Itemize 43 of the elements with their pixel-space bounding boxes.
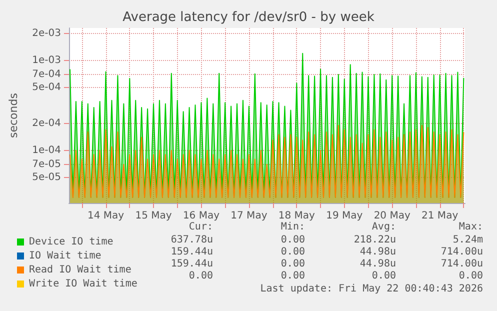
text: Min:	[280, 222, 305, 232]
y-tick-label: 7e-04	[32, 68, 61, 80]
legend-label: Read IO Wait time	[29, 264, 132, 276]
text: 159.44u	[170, 246, 213, 258]
text: 0.00	[280, 258, 305, 270]
x-tick-label: 19 May	[326, 210, 363, 222]
x-tick-label: 16 May	[182, 210, 220, 222]
y-tick-label: 2e-03	[32, 28, 61, 39]
text: 0.00	[372, 270, 396, 282]
y-axis-title: seconds	[7, 92, 20, 138]
y-tick-label: 2e-04	[32, 118, 61, 129]
x-tick-label: 21 May	[422, 210, 458, 222]
text: 0.00	[458, 270, 483, 282]
text: 44.98u	[360, 246, 396, 258]
legend-label: IO Wait time	[29, 250, 102, 262]
legend-label: Write IO Wait time	[29, 278, 138, 290]
text: Cur:	[188, 222, 213, 232]
text: Last update: Fri May 22 00:40:43 2026	[260, 284, 483, 294]
text: 714.00u	[440, 246, 483, 258]
x-tick-label: 17 May	[230, 210, 268, 222]
y-tick-label: 1e-03	[32, 55, 61, 66]
x-tick-label: 20 May	[374, 210, 410, 222]
text: 0.00	[188, 270, 213, 282]
text: 0.00	[280, 270, 305, 282]
y-tick-label: 1e-04	[32, 144, 61, 156]
text: Avg:	[372, 222, 396, 232]
legend-label: Device IO time	[29, 236, 114, 248]
y-tick-label: 5e-05	[32, 172, 61, 183]
x-tick-label: 15 May	[135, 210, 172, 222]
x-tick-label: 18 May	[278, 210, 316, 222]
text: Max:	[458, 222, 483, 232]
chart-title: Average latency for /dev/sr0 - by week	[122, 10, 375, 25]
text: 44.98u	[360, 258, 396, 270]
y-tick-label: 7e-05	[32, 158, 61, 170]
text: 218.22u	[354, 234, 396, 246]
text: 0.00	[280, 234, 305, 246]
x-tick-label: 14 May	[87, 210, 124, 222]
y-tick-label: 5e-04	[32, 82, 61, 94]
text: 714.00u	[440, 258, 483, 270]
text: 0.00	[280, 246, 305, 258]
text: 159.44u	[170, 258, 213, 270]
text: 5.24m	[452, 234, 483, 246]
text: 637.78u	[170, 234, 213, 246]
